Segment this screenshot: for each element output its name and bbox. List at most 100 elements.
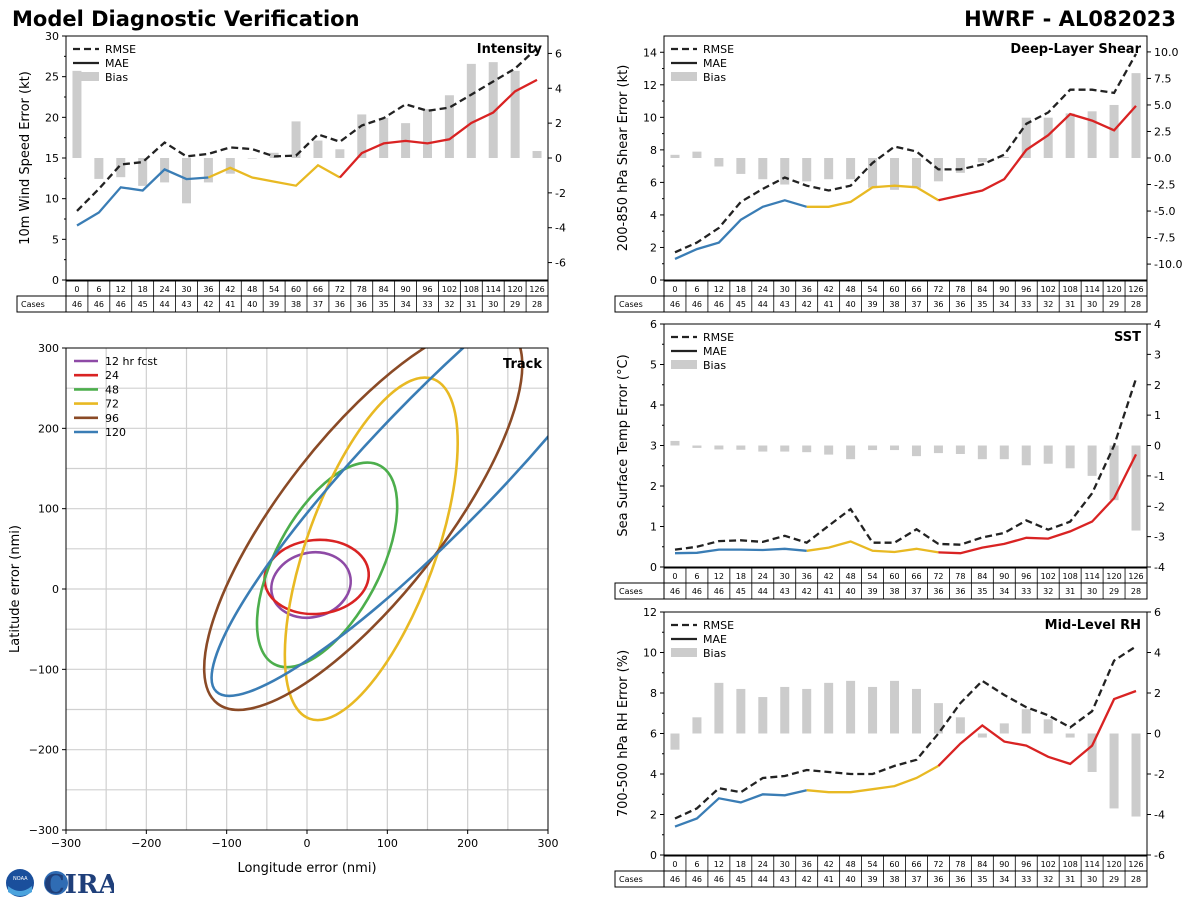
page-title: Model Diagnostic Verification bbox=[12, 7, 360, 31]
case-count-label: 34 bbox=[999, 300, 1009, 309]
bias-bar-rh bbox=[736, 688, 746, 734]
case-count-label: 46 bbox=[94, 300, 104, 309]
lead-hour-label: 12 bbox=[714, 572, 724, 581]
lead-hour-label: 90 bbox=[999, 572, 1009, 581]
bias-bar-intensity bbox=[466, 63, 476, 159]
track-x-tick-label: 300 bbox=[538, 837, 559, 850]
lead-hour-label: 30 bbox=[780, 572, 790, 581]
lead-hour-label: 96 bbox=[1021, 572, 1031, 581]
bias-bar-shear bbox=[846, 158, 856, 180]
case-count-label: 37 bbox=[313, 300, 323, 309]
lead-hour-label: 54 bbox=[867, 572, 877, 581]
lead-hour-label: 12 bbox=[714, 285, 724, 294]
case-count-label: 43 bbox=[780, 587, 790, 596]
track-y-tick-label: 100 bbox=[38, 503, 59, 516]
bias-bar-rh bbox=[780, 686, 790, 734]
bias-bar-intensity bbox=[225, 158, 235, 174]
bias-bar-sst bbox=[999, 445, 1009, 460]
legend-mae-label: MAE bbox=[105, 57, 129, 70]
lead-hour-label: 0 bbox=[672, 860, 677, 869]
case-count-label: 40 bbox=[846, 587, 856, 596]
case-count-label: 46 bbox=[692, 587, 702, 596]
case-count-label: 40 bbox=[846, 300, 856, 309]
y-tick-label-shear: 6 bbox=[650, 176, 657, 189]
legend-rmse-label: RMSE bbox=[105, 43, 136, 56]
case-count-label: 38 bbox=[889, 300, 899, 309]
lead-hour-label: 78 bbox=[955, 860, 965, 869]
lead-hour-label: 72 bbox=[335, 285, 345, 294]
y-tick-label-shear: 8 bbox=[650, 144, 657, 157]
track-legend-label: 12 hr fcst bbox=[105, 355, 158, 368]
bias-bar-sst bbox=[758, 445, 768, 452]
mae-line-shear bbox=[938, 105, 1137, 202]
case-count-label: 42 bbox=[802, 300, 812, 309]
y-tick-label-sst: 0 bbox=[650, 561, 657, 574]
track-y-tick-label: 0 bbox=[52, 583, 59, 596]
case-count-label: 32 bbox=[1043, 300, 1053, 309]
case-count-label: 46 bbox=[116, 300, 126, 309]
bias-bar-intensity bbox=[72, 70, 82, 158]
y2-tick-label-intensity: 6 bbox=[555, 47, 562, 60]
legend-rmse-label: RMSE bbox=[703, 619, 734, 632]
bias-bar-rh bbox=[692, 717, 702, 734]
bias-bar-shear bbox=[955, 158, 965, 173]
track-ellipse-3 bbox=[255, 461, 399, 669]
lead-hour-label: 66 bbox=[313, 285, 323, 294]
lead-hour-label: 12 bbox=[116, 285, 126, 294]
bias-bar-shear bbox=[1065, 113, 1075, 158]
y2-tick-label-sst: 2 bbox=[1154, 379, 1161, 392]
y-tick-label-sst: 5 bbox=[650, 359, 657, 372]
track-y-tick-label: 200 bbox=[38, 422, 59, 435]
bias-bar-shear bbox=[714, 158, 724, 167]
bias-bar-shear bbox=[692, 151, 702, 158]
lead-hour-label: 24 bbox=[758, 285, 768, 294]
case-count-label: 34 bbox=[400, 300, 410, 309]
track-x-axis-label: Longitude error (nmi) bbox=[237, 861, 376, 876]
bias-bar-sst bbox=[933, 445, 943, 454]
bias-bar-sst bbox=[1087, 445, 1097, 476]
lead-hour-label: 42 bbox=[824, 572, 834, 581]
bias-bar-intensity bbox=[247, 158, 257, 159]
y2-tick-label-rh: 4 bbox=[1154, 647, 1161, 660]
case-count-label: 37 bbox=[911, 875, 921, 884]
lead-hour-label: 126 bbox=[529, 285, 544, 294]
mae-line-rh bbox=[806, 764, 939, 794]
lead-hour-label: 108 bbox=[464, 285, 479, 294]
lead-hour-label: 78 bbox=[955, 285, 965, 294]
bias-bar-sst bbox=[977, 445, 987, 460]
case-count-label: 46 bbox=[670, 300, 680, 309]
track-legend-label: 120 bbox=[105, 426, 126, 439]
y-tick-label-shear: 10 bbox=[643, 111, 657, 124]
legend-bias-swatch bbox=[671, 648, 697, 657]
y2-tick-label-sst: -2 bbox=[1154, 500, 1165, 513]
case-count-label: 44 bbox=[758, 587, 768, 596]
case-count-label: 37 bbox=[911, 587, 921, 596]
lead-hour-label: 126 bbox=[1128, 572, 1143, 581]
lead-hour-label: 36 bbox=[802, 285, 812, 294]
y2-tick-label-sst: 3 bbox=[1154, 348, 1161, 361]
noaa-wave-icon bbox=[8, 886, 32, 896]
y-tick-label-rh: 0 bbox=[650, 849, 657, 862]
case-count-label: 28 bbox=[1131, 300, 1141, 309]
noaa-cira-logo: NOAA CIRA bbox=[6, 869, 119, 900]
lead-hour-label: 0 bbox=[74, 285, 79, 294]
mae-line-intensity bbox=[207, 163, 341, 187]
y2-tick-label-shear: -10.0 bbox=[1154, 258, 1182, 271]
bias-bar-shear bbox=[736, 158, 746, 174]
y-tick-label-shear: 0 bbox=[650, 274, 657, 287]
bias-bar-intensity bbox=[357, 114, 367, 158]
bias-bar-sst bbox=[911, 445, 921, 457]
bias-bar-sst bbox=[1021, 445, 1031, 466]
bias-bar-sst bbox=[846, 445, 856, 460]
legend-bias-swatch bbox=[671, 360, 697, 369]
bias-bar-intensity bbox=[138, 158, 148, 186]
lead-hour-label: 6 bbox=[694, 572, 699, 581]
bias-bar-shear bbox=[868, 158, 878, 188]
y-tick-label-sst: 2 bbox=[650, 480, 657, 493]
case-count-label: 29 bbox=[510, 300, 520, 309]
case-count-label: 36 bbox=[955, 300, 965, 309]
lead-hour-label: 54 bbox=[867, 860, 877, 869]
bias-bar-sst bbox=[670, 440, 680, 446]
bias-bar-intensity bbox=[182, 158, 191, 204]
